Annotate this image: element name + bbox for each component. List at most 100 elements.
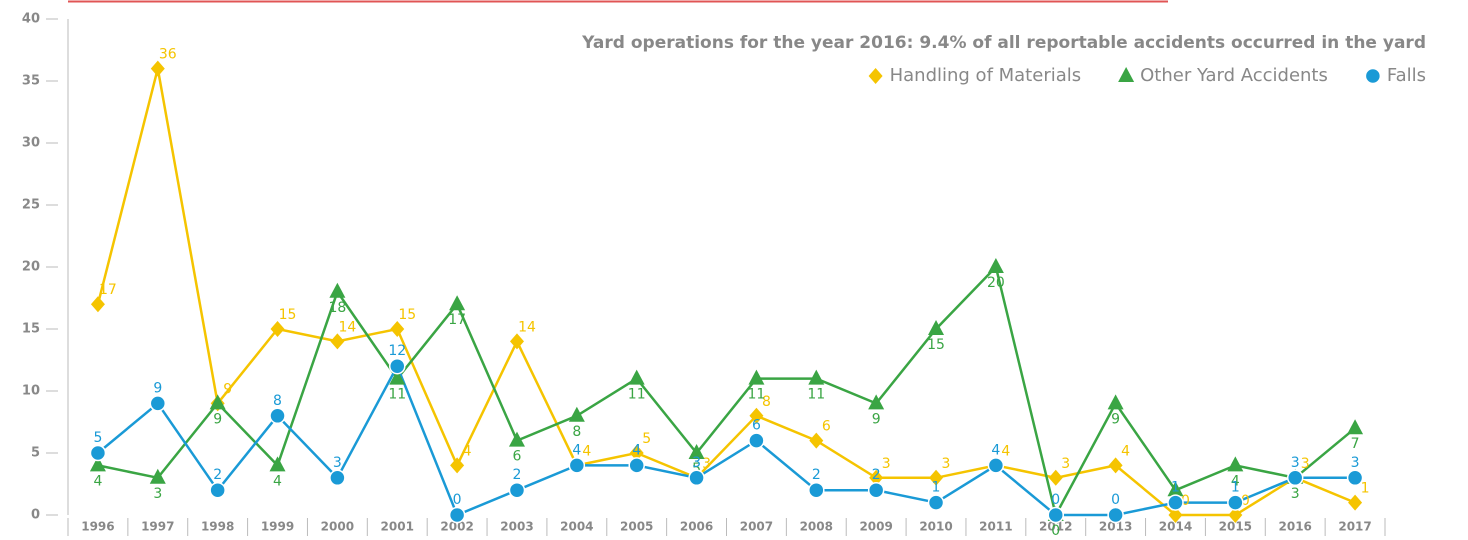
x-tick-label: 1999 bbox=[261, 520, 294, 534]
data-label: 9 bbox=[872, 411, 881, 427]
data-label: 9 bbox=[213, 411, 222, 427]
marker bbox=[1227, 456, 1244, 472]
x-tick-label: 2017 bbox=[1338, 520, 1371, 534]
data-label: 3 bbox=[692, 455, 701, 471]
marker bbox=[90, 296, 105, 313]
x-tick-label: 2002 bbox=[440, 520, 473, 534]
marker bbox=[1108, 457, 1123, 474]
marker bbox=[450, 457, 465, 474]
data-label: 20 bbox=[987, 275, 1005, 291]
y-tick-label: 40 bbox=[22, 12, 40, 27]
legend-label: Falls bbox=[1387, 65, 1426, 86]
marker bbox=[928, 320, 945, 335]
marker bbox=[269, 456, 286, 472]
marker bbox=[808, 369, 825, 385]
data-label: 11 bbox=[388, 387, 406, 403]
legend-marker bbox=[868, 68, 883, 84]
marker bbox=[1168, 507, 1183, 523]
data-label: 4 bbox=[582, 443, 591, 459]
y-tick-label: 15 bbox=[22, 322, 40, 337]
data-label: 1 bbox=[1171, 480, 1180, 496]
marker bbox=[809, 432, 824, 449]
data-label: 2 bbox=[812, 467, 821, 483]
data-label: 11 bbox=[628, 387, 646, 403]
data-label: 4 bbox=[93, 473, 102, 489]
marker bbox=[628, 369, 645, 385]
x-tick-label: 2008 bbox=[800, 520, 833, 534]
data-label: 18 bbox=[328, 300, 346, 316]
marker bbox=[1348, 494, 1363, 511]
data-label: 8 bbox=[273, 393, 282, 409]
data-label: 2 bbox=[513, 467, 522, 483]
data-label: 2 bbox=[213, 467, 222, 483]
marker bbox=[869, 469, 884, 486]
marker bbox=[389, 369, 406, 385]
series-line bbox=[96, 68, 1356, 517]
marker bbox=[89, 444, 107, 462]
data-label: 15 bbox=[927, 337, 945, 353]
marker bbox=[1047, 506, 1064, 524]
marker bbox=[568, 406, 585, 422]
data-label: 8 bbox=[572, 424, 581, 440]
x-tick-label: 2011 bbox=[979, 520, 1012, 534]
y-tick-label: 35 bbox=[22, 74, 40, 89]
x-tick-label: 2012 bbox=[1039, 520, 1072, 534]
data-label: 0 bbox=[1051, 492, 1060, 508]
data-label: 36 bbox=[159, 47, 177, 63]
data-label: 2 bbox=[872, 467, 881, 483]
data-label: 8 bbox=[762, 394, 771, 410]
x-tick-label: 2001 bbox=[381, 520, 414, 534]
marker bbox=[270, 321, 285, 337]
data-label: 0 bbox=[1111, 492, 1120, 508]
marker bbox=[987, 258, 1004, 273]
data-label: 14 bbox=[338, 319, 356, 335]
marker bbox=[748, 369, 765, 385]
legend-label: Other Yard Accidents bbox=[1140, 65, 1328, 86]
data-label: 4 bbox=[463, 443, 472, 459]
x-tick-label: 2013 bbox=[1099, 520, 1132, 534]
marker bbox=[149, 468, 166, 484]
data-label: 0 bbox=[1241, 493, 1250, 509]
data-label: 14 bbox=[518, 319, 536, 335]
data-label: 3 bbox=[1061, 456, 1070, 472]
data-label: 6 bbox=[752, 418, 761, 434]
marker bbox=[568, 457, 586, 474]
marker bbox=[329, 282, 346, 298]
data-label: 3 bbox=[153, 486, 162, 502]
legend-marker bbox=[1118, 67, 1135, 82]
marker bbox=[89, 456, 106, 472]
data-label: 5 bbox=[93, 430, 102, 446]
x-tick-label: 2007 bbox=[740, 520, 773, 534]
marker bbox=[867, 481, 885, 499]
marker bbox=[1347, 419, 1364, 435]
data-label: 11 bbox=[807, 387, 825, 403]
marker bbox=[508, 431, 525, 447]
data-label: 3 bbox=[1291, 455, 1300, 471]
data-label: 3 bbox=[1291, 486, 1300, 502]
data-label: 15 bbox=[279, 307, 297, 323]
x-tick-label: 2014 bbox=[1159, 520, 1192, 534]
legend-label: Handling of Materials bbox=[890, 65, 1082, 86]
marker bbox=[390, 321, 405, 337]
data-label: 6 bbox=[513, 449, 522, 465]
y-tick-label: 10 bbox=[22, 384, 40, 399]
data-label: 3 bbox=[882, 456, 891, 472]
marker bbox=[150, 60, 165, 77]
x-tick-label: 2015 bbox=[1219, 520, 1252, 534]
marker bbox=[330, 333, 345, 350]
marker bbox=[808, 481, 825, 499]
x-tick-label: 2000 bbox=[321, 520, 354, 534]
data-label: 4 bbox=[1121, 443, 1130, 459]
data-label: 0 bbox=[1181, 493, 1190, 509]
data-label: 12 bbox=[388, 343, 406, 359]
x-tick-label: 2003 bbox=[500, 520, 533, 534]
marker bbox=[1227, 494, 1244, 511]
data-label: 3 bbox=[1301, 456, 1310, 472]
data-label: 3 bbox=[333, 455, 342, 471]
series-line bbox=[97, 363, 1356, 517]
chart-title: Yard operations for the year 2016: 9.4% … bbox=[581, 33, 1426, 53]
marker bbox=[868, 394, 885, 410]
data-label: 7 bbox=[1351, 436, 1360, 452]
x-tick-label: 2016 bbox=[1279, 520, 1312, 534]
data-label: 17 bbox=[99, 282, 117, 298]
